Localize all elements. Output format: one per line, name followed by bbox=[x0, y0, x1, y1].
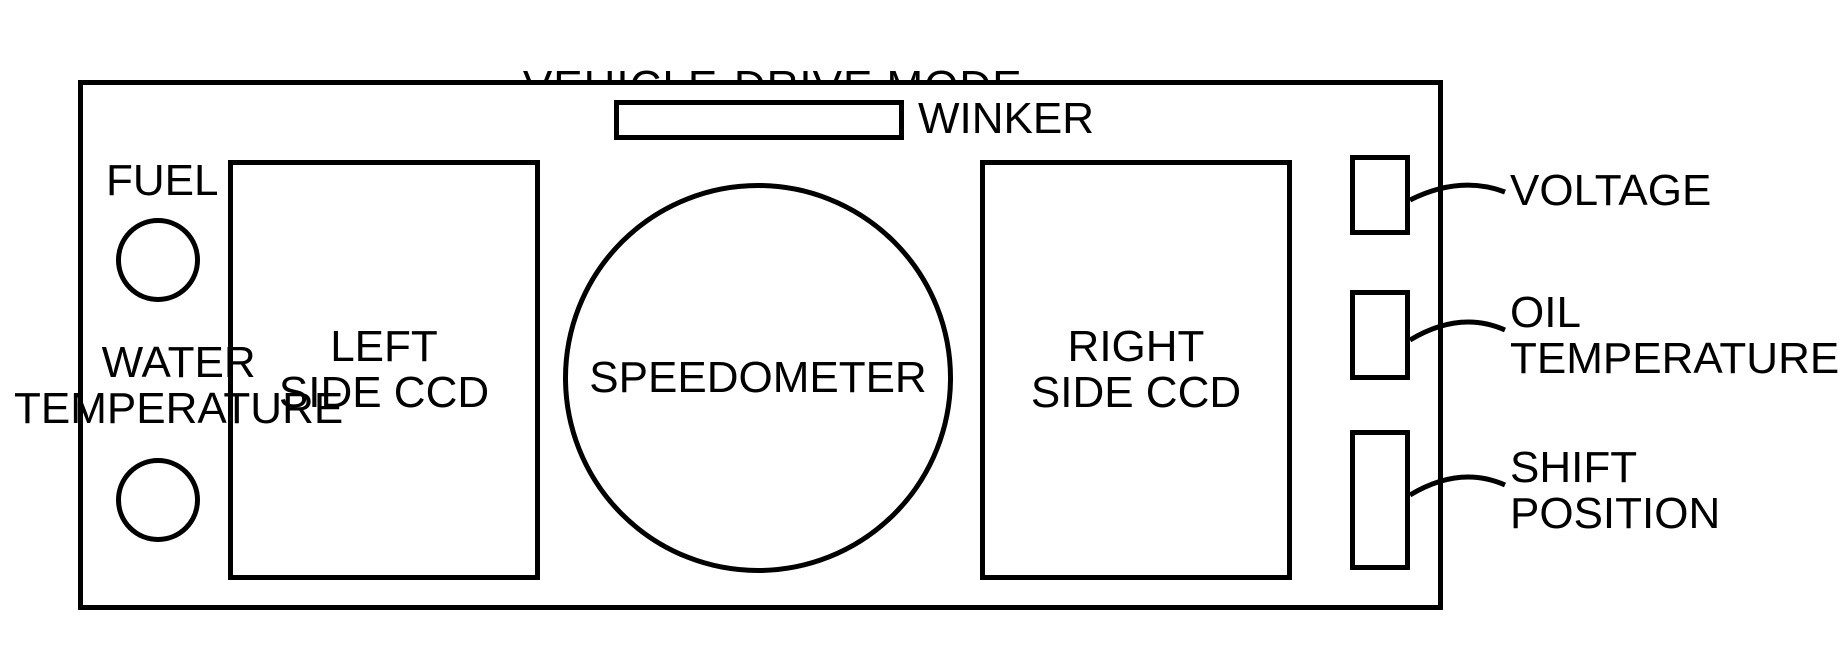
shift-pos-leader bbox=[0, 0, 1842, 651]
diagram-canvas: VEHICLE-DRIVE MODE γ WINKER SPEEDOMETER … bbox=[0, 0, 1842, 651]
